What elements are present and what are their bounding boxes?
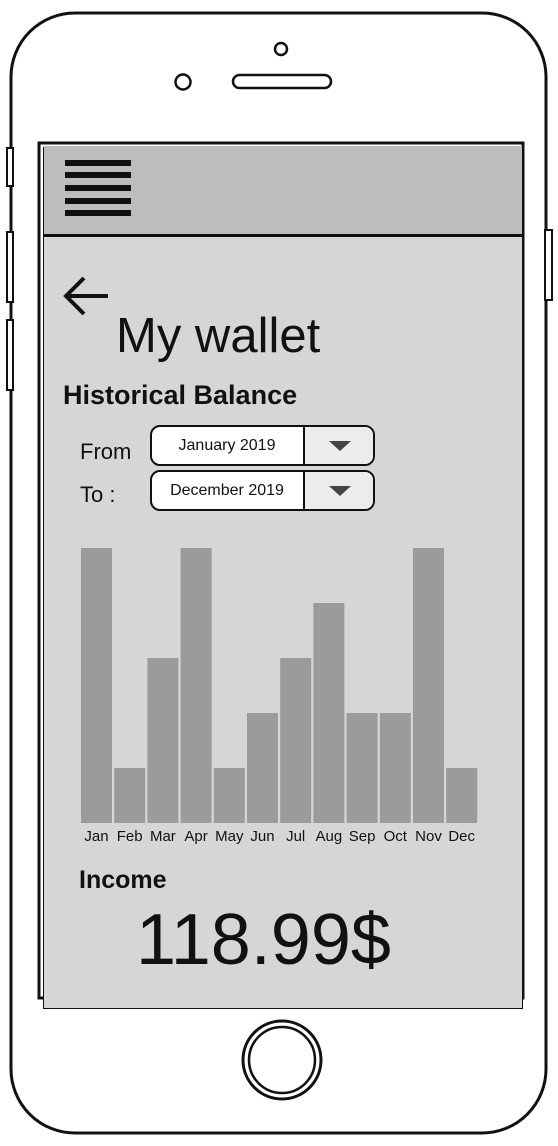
x-tick-label: Sep [349,828,376,845]
balance-bar-chart: Jan Feb Mar Apr May Jun Jul Aug Sep Oct Nov Dec [81,548,478,845]
bar-sep [346,713,378,823]
to-date-value: December 2019 [170,482,284,499]
x-tick-label: Jul [286,828,305,845]
from-label: From [80,439,132,464]
from-date-select[interactable]: January 2019 [150,425,375,466]
bar-jan [81,548,112,823]
back-arrow-icon[interactable] [62,274,110,318]
bar-dec [446,768,478,823]
page-title: My wallet [116,309,321,363]
x-tick-label: Jun [250,828,274,845]
bar-may [213,768,245,823]
x-tick-label: Aug [316,828,343,845]
bar-mar [147,658,179,823]
x-tick-label: May [215,828,244,845]
bar-aug [313,603,345,823]
income-value: 118.99$ [136,900,391,980]
triangle-down-icon [329,441,351,451]
from-dropdown-button[interactable] [303,427,373,464]
app-screen: My wallet Historical Balance From Januar… [44,146,522,1008]
bar-jun [247,713,278,823]
bar-apr [180,548,212,823]
section-title: Historical Balance [63,380,298,410]
income-label: Income [79,866,167,894]
hamburger-menu-icon[interactable] [65,160,133,216]
x-tick-label: Apr [184,828,207,845]
triangle-down-icon [329,486,351,496]
to-label: To : [80,482,116,507]
x-tick-label: Mar [150,828,176,845]
x-tick-label: Oct [384,828,408,845]
to-dropdown-button[interactable] [303,472,373,509]
home-button[interactable] [240,1018,324,1102]
x-tick-label: Feb [117,828,143,845]
to-date-select[interactable]: December 2019 [150,470,375,511]
x-tick-label: Jan [84,828,108,845]
x-tick-label: Nov [415,828,442,845]
bar-feb [114,768,146,823]
bar-oct [379,713,411,823]
x-tick-label: Dec [448,828,475,845]
bar-nov [413,548,444,823]
from-date-value: January 2019 [178,437,276,454]
top-bar [44,146,522,237]
bar-jul [280,658,312,823]
